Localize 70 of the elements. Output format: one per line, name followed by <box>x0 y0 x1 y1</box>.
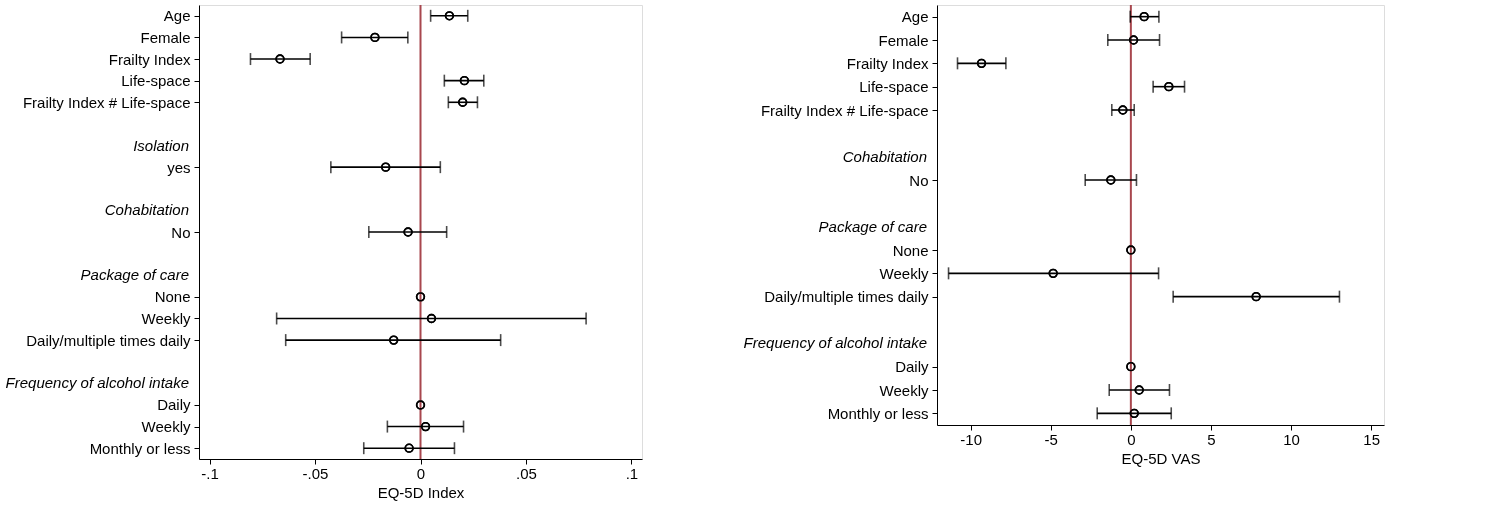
x-tick-label: -10 <box>960 430 982 448</box>
y-tick-label: Monthly or less <box>89 439 191 457</box>
y-tick-label: Life-space <box>859 78 929 96</box>
x-tick-label: -5 <box>1044 430 1058 448</box>
point <box>420 421 431 432</box>
x-tick-label: 10 <box>1283 430 1300 448</box>
point <box>1126 245 1136 255</box>
point <box>976 58 987 68</box>
x-tick-label: -.1 <box>201 464 219 482</box>
point <box>1048 268 1058 278</box>
x-axis-title: EQ-5D VAS <box>1121 449 1201 467</box>
x-tick-label: 15 <box>1363 430 1381 448</box>
x-tick-label: 5 <box>1207 430 1216 448</box>
point <box>1251 292 1261 302</box>
point <box>403 227 413 237</box>
x-tick-label: -.05 <box>302 464 329 482</box>
y-tick-label: Frequency of alcohol intake <box>5 374 189 392</box>
point <box>404 443 414 453</box>
point <box>426 313 437 324</box>
point <box>444 11 455 21</box>
x-tick-label: 0 <box>1127 430 1136 448</box>
point <box>1134 385 1144 395</box>
point <box>1129 408 1139 418</box>
y-tick-label: Female <box>878 31 929 49</box>
point <box>275 54 285 64</box>
y-tick-label: Daily <box>895 358 929 376</box>
y-tick-label: None <box>892 241 929 259</box>
y-tick-label: Weekly <box>879 381 929 399</box>
x-axis-title: EQ-5D Index <box>377 483 465 501</box>
point <box>389 335 399 345</box>
point <box>1118 105 1128 115</box>
point <box>458 97 468 107</box>
point <box>459 76 470 86</box>
y-tick-label: Weekly <box>879 264 929 282</box>
y-tick-label: Age <box>901 8 929 26</box>
y-tick-label: Package of care <box>80 266 189 284</box>
y-tick-label: Frailty Index # Life-space <box>22 93 191 111</box>
y-tick-label: Daily/multiple times daily <box>26 331 191 349</box>
y-tick-label: Weekly <box>141 418 191 436</box>
y-tick-label: Monthly or less <box>827 404 929 422</box>
y-tick-label: No <box>909 171 929 189</box>
y-tick-label: Life-space <box>121 72 191 90</box>
point <box>1126 362 1136 372</box>
point <box>415 292 426 302</box>
point <box>1139 12 1149 22</box>
x-tick-label: .05 <box>516 464 537 482</box>
y-tick-label: Frailty Index # Life-space <box>760 101 929 119</box>
x-tick-label: .1 <box>625 464 639 482</box>
point <box>370 32 380 43</box>
point <box>1128 35 1139 45</box>
point <box>1164 82 1174 92</box>
y-tick-label: Weekly <box>141 309 191 327</box>
y-tick-label: Frailty Index <box>108 50 191 68</box>
y-tick-label: Frailty Index <box>846 54 929 72</box>
point <box>381 162 391 172</box>
x-tick-label: 0 <box>416 464 426 482</box>
y-tick-label: yes <box>167 158 191 176</box>
y-tick-label: Cohabitation <box>104 201 189 219</box>
y-tick-label: Frequency of alcohol intake <box>743 334 927 352</box>
point <box>1106 175 1116 185</box>
y-tick-label: Female <box>140 28 191 46</box>
y-tick-label: No <box>171 223 191 241</box>
point <box>415 400 426 410</box>
y-tick-label: Age <box>163 7 191 25</box>
y-tick-label: Daily/multiple times daily <box>764 288 929 306</box>
y-tick-label: Isolation <box>133 136 189 154</box>
y-tick-label: Package of care <box>818 217 927 235</box>
y-tick-label: None <box>154 288 191 306</box>
y-tick-label: Cohabitation <box>842 147 927 165</box>
y-tick-label: Daily <box>157 396 191 414</box>
